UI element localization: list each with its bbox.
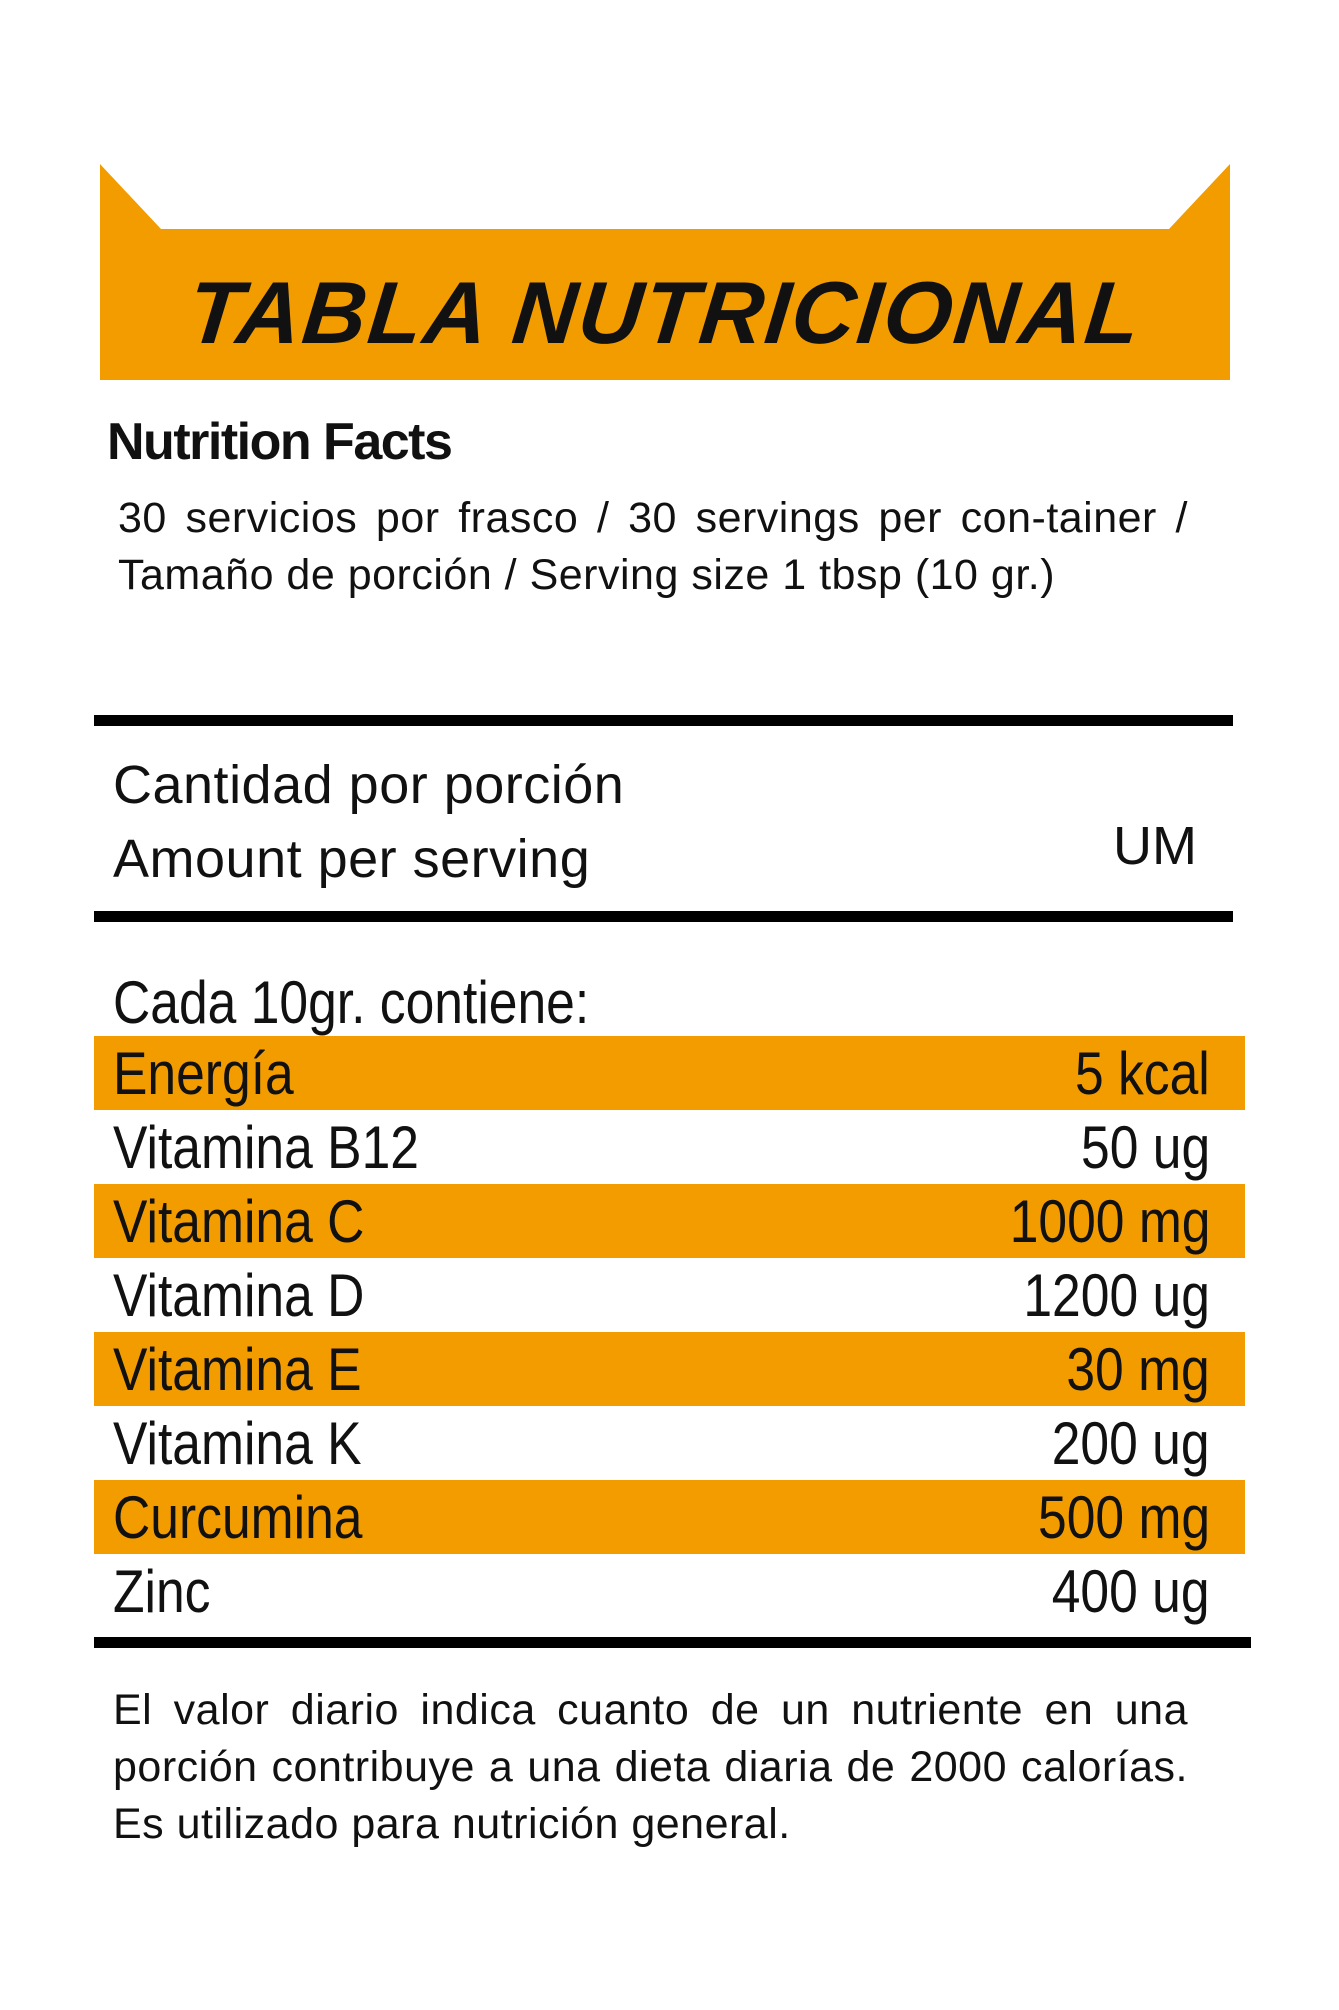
table-row: Vitamina K 200 ug (94, 1406, 1245, 1480)
divider (94, 715, 1233, 726)
nutrient-table: Energía 5 kcal Vitamina B12 50 ug Vitamina… (94, 1036, 1245, 1628)
unit-header: UM (1113, 816, 1197, 876)
amount-label-en: Amount per serving (113, 829, 591, 889)
nutrient-name: Vitamina E (113, 1335, 362, 1403)
title-banner (100, 164, 1230, 380)
nutrient-value: 5 kcal (1075, 1039, 1210, 1107)
amount-header: Cantidad por porción Amount per serving (113, 748, 624, 896)
table-intro: Cada 10gr. contiene: (113, 969, 590, 1036)
table-row: Vitamina B12 50 ug (94, 1110, 1245, 1184)
daily-value-note: El valor diario indica cuanto de un nutr… (113, 1686, 1188, 1848)
table-row: Curcumina 500 mg (94, 1480, 1245, 1554)
nutrient-value: 1000 mg (1009, 1187, 1210, 1255)
nutrient-value: 500 mg (1037, 1483, 1210, 1551)
nutrient-name: Energía (113, 1039, 294, 1107)
divider (94, 911, 1233, 922)
nutrient-name: Vitamina C (113, 1187, 365, 1255)
nutrient-name: Vitamina D (113, 1261, 365, 1329)
table-row: Vitamina C 1000 mg (94, 1184, 1245, 1258)
table-row: Vitamina D 1200 ug (94, 1258, 1245, 1332)
nutrient-value: 30 mg (1066, 1335, 1210, 1403)
nutrient-value: 50 ug (1080, 1113, 1210, 1181)
page-title: TABLA NUTRICIONAL (183, 263, 1147, 362)
nutrient-name: Zinc (113, 1557, 211, 1625)
table-row: Energía 5 kcal (94, 1036, 1245, 1110)
divider (94, 1637, 1251, 1648)
serving-info: 30 servicios por frasco / 30 servings pe… (118, 494, 1188, 599)
nutrient-value: 400 ug (1052, 1557, 1210, 1625)
nutrient-value: 1200 ug (1023, 1261, 1210, 1329)
nutrient-name: Vitamina B12 (113, 1113, 419, 1181)
table-row: Vitamina E 30 mg (94, 1332, 1245, 1406)
table-row: Zinc 400 ug (94, 1554, 1245, 1628)
nutrient-name: Vitamina K (113, 1409, 362, 1477)
nutrient-name: Curcumina (113, 1483, 363, 1551)
nutrition-facts-heading: Nutrition Facts (107, 413, 453, 471)
amount-label-es: Cantidad por porción (113, 755, 625, 815)
nutrient-value: 200 ug (1052, 1409, 1210, 1477)
